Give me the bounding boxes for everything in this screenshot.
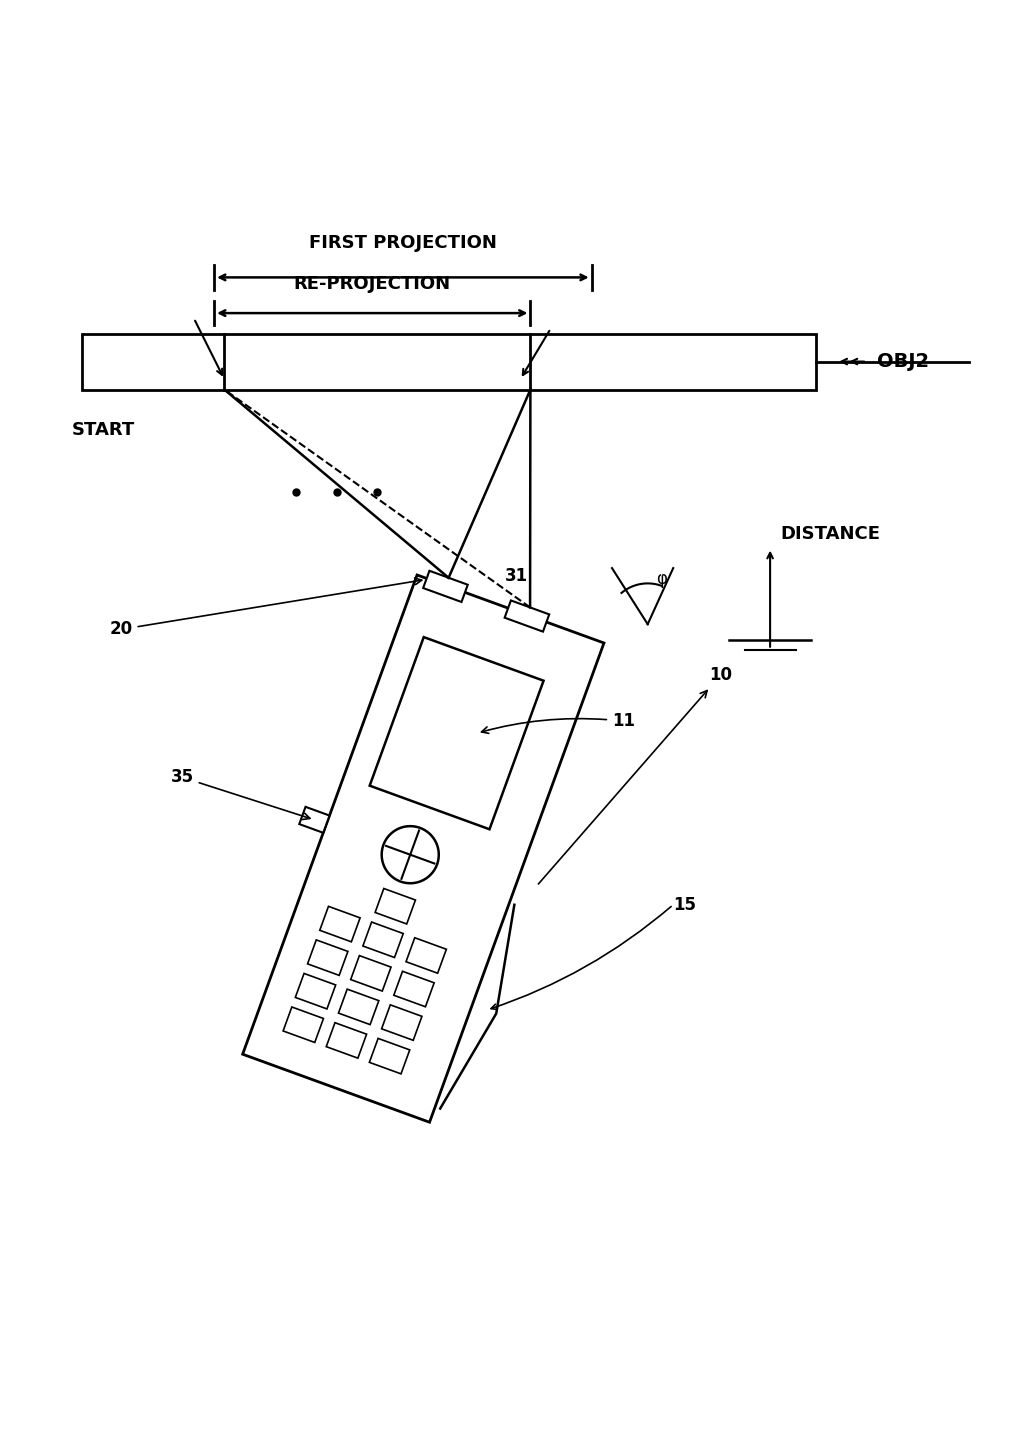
Text: RE-PROJECTION: RE-PROJECTION: [293, 275, 450, 292]
Text: 20: 20: [109, 579, 421, 639]
Polygon shape: [381, 1005, 422, 1040]
Polygon shape: [369, 637, 543, 829]
Text: DISTANCE: DISTANCE: [780, 524, 879, 543]
Text: OBJ2: OBJ2: [876, 352, 928, 371]
Polygon shape: [351, 955, 390, 991]
Polygon shape: [423, 571, 468, 601]
Text: FIRST PROJECTION: FIRST PROJECTION: [309, 233, 496, 252]
Polygon shape: [243, 576, 603, 1123]
Polygon shape: [319, 906, 360, 942]
Text: φ: φ: [655, 570, 666, 589]
Polygon shape: [406, 938, 446, 974]
Polygon shape: [369, 1038, 410, 1074]
Polygon shape: [296, 974, 335, 1010]
Polygon shape: [326, 1022, 366, 1058]
Polygon shape: [283, 1007, 323, 1042]
Polygon shape: [308, 939, 347, 975]
Text: 10: 10: [538, 666, 732, 884]
Polygon shape: [338, 990, 378, 1025]
Text: 15: 15: [673, 895, 696, 914]
Polygon shape: [363, 922, 403, 958]
Polygon shape: [393, 971, 434, 1007]
Polygon shape: [299, 806, 329, 833]
Text: 11: 11: [481, 712, 635, 733]
Polygon shape: [375, 888, 415, 924]
Text: START: START: [71, 421, 135, 440]
Text: 31: 31: [504, 567, 528, 586]
Polygon shape: [504, 600, 548, 632]
Polygon shape: [381, 826, 438, 884]
Text: 35: 35: [170, 769, 310, 819]
FancyBboxPatch shape: [82, 334, 815, 390]
